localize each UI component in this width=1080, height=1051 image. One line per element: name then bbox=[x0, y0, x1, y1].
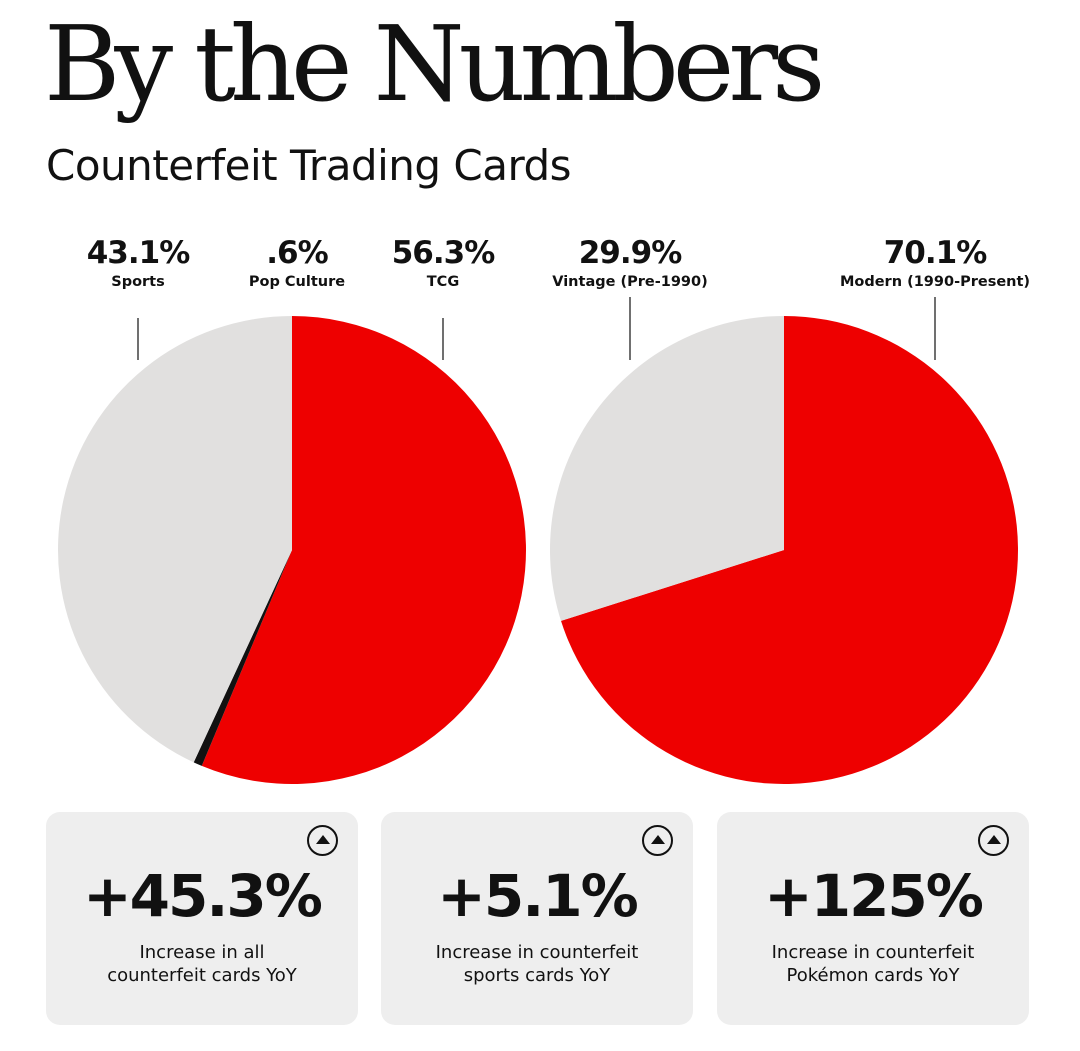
slice-category-label: Modern (1990-Present) bbox=[840, 274, 1030, 290]
slice-percent-label: 56.3% bbox=[392, 235, 495, 271]
slice-category-label: Pop Culture bbox=[249, 274, 345, 290]
stat-description-line: counterfeit cards YoY bbox=[107, 964, 297, 986]
up-arrow-icon bbox=[307, 825, 338, 856]
slice-percent-label: 70.1% bbox=[884, 235, 987, 271]
stat-value: +45.3% bbox=[83, 862, 323, 930]
slice-category-label: Sports bbox=[111, 274, 165, 290]
pie-slice-tcg bbox=[201, 316, 526, 784]
stat-card-sports: +5.1% Increase in counterfeit sports car… bbox=[381, 812, 693, 1025]
stat-description-line: Increase in all bbox=[139, 942, 265, 963]
stat-card-pokemon: +125% Increase in counterfeit Pokémon ca… bbox=[717, 812, 1029, 1025]
slice-category-label: Vintage (Pre-1990) bbox=[552, 274, 707, 290]
page-title: By the Numbers bbox=[44, 3, 825, 125]
stat-description-line: Increase in counterfeit bbox=[771, 942, 975, 963]
stat-value: +5.1% bbox=[437, 862, 638, 930]
pie-slice-modern-1990-present bbox=[561, 316, 1019, 784]
slice-percent-label: .6% bbox=[266, 235, 328, 271]
slice-percent-label: 29.9% bbox=[579, 235, 682, 271]
pie-charts: 43.1% Sports .6% Pop Culture 56.3% TCG 29.9% Vi… bbox=[57, 235, 1030, 784]
stat-description-line: sports cards YoY bbox=[463, 964, 611, 986]
slice-percent-label: 43.1% bbox=[87, 235, 190, 271]
stat-description-line: Increase in counterfeit bbox=[435, 942, 639, 963]
up-arrow-icon bbox=[642, 825, 673, 856]
stat-value: +125% bbox=[764, 862, 984, 930]
slice-category-label: TCG bbox=[427, 274, 459, 290]
pie-slice-pop-culture bbox=[193, 550, 292, 766]
stat-card-all: +45.3% Increase in all counterfeit cards… bbox=[46, 812, 358, 1025]
stat-description: Increase in all counterfeit cards YoY bbox=[54, 942, 350, 988]
pie-slice-vintage-pre-1990 bbox=[549, 316, 784, 621]
pie-slice-sports bbox=[57, 316, 292, 763]
stat-description: Increase in counterfeit sports cards YoY bbox=[389, 942, 685, 988]
stat-description-line: Pokémon cards YoY bbox=[786, 964, 960, 986]
up-arrow-icon bbox=[978, 825, 1009, 856]
page-subtitle: Counterfeit Trading Cards bbox=[46, 141, 572, 190]
stat-description: Increase in counterfeit Pokémon cards Yo… bbox=[725, 942, 1021, 988]
